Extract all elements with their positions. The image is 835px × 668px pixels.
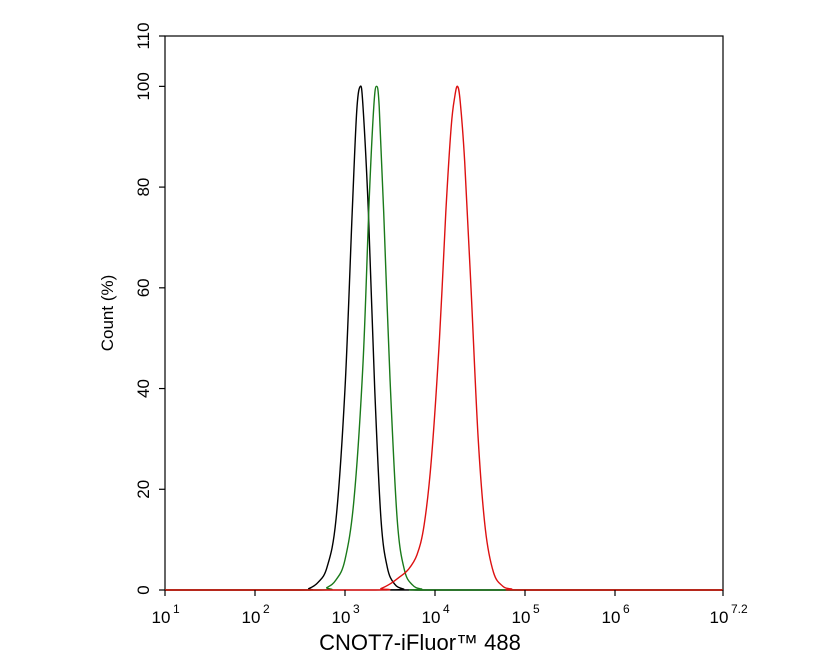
x-tick-label: 10 [710,608,729,627]
y-tick-label: 20 [134,480,153,499]
x-axis-ticks: 10 1 10 2 10 3 10 4 10 5 10 6 10 7.2 [152,590,748,627]
y-tick-label: 110 [134,22,153,49]
x-tick-label: 10 [332,608,351,627]
x-tick-exponent: 1 [173,602,180,616]
x-tick-exponent: 2 [263,602,270,616]
histogram-series-3 [165,85,723,591]
histogram-series-1 [165,85,723,591]
y-tick-label: 80 [134,178,153,197]
x-axis-title: CNOT7-iFluor™ 488 [319,630,521,655]
x-tick-label: 10 [152,608,171,627]
x-tick-exponent: 7.2 [731,602,748,616]
y-tick-label: 100 [134,72,153,100]
series-layer [165,85,723,591]
y-tick-label: 40 [134,379,153,398]
x-tick-exponent: 5 [533,602,540,616]
x-tick-label: 10 [602,608,621,627]
x-tick-exponent: 4 [443,602,450,616]
y-axis-ticks: 0 20 40 60 80 100 110 [134,22,165,595]
x-tick-label: 10 [512,608,531,627]
x-tick-label: 10 [242,608,261,627]
histogram-series-2 [165,85,723,591]
x-tick-label: 10 [422,608,441,627]
y-tick-label: 60 [134,278,153,297]
y-axis-title: Count (%) [98,275,117,352]
plot-frame [164,35,724,591]
x-tick-exponent: 3 [353,602,360,616]
y-tick-label: 0 [134,585,153,594]
x-tick-exponent: 6 [623,602,630,616]
